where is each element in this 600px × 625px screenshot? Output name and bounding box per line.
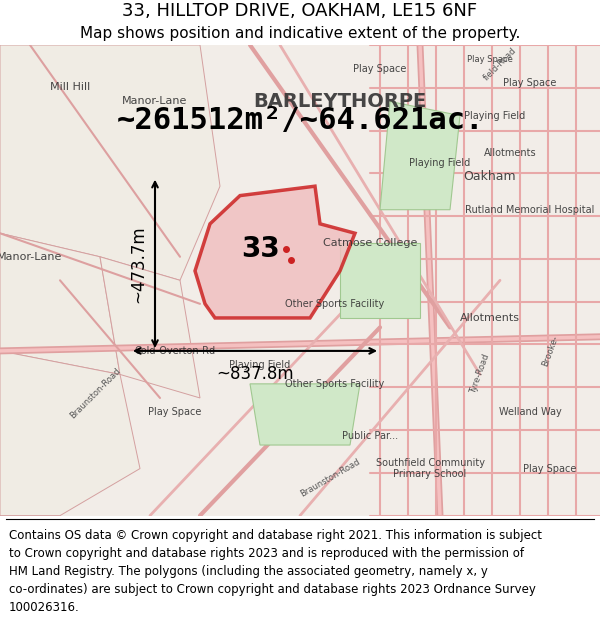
Text: Mill Hill: Mill Hill xyxy=(50,82,90,92)
Text: Playing Field: Playing Field xyxy=(229,360,290,370)
Text: Play Space: Play Space xyxy=(353,64,407,74)
Polygon shape xyxy=(100,257,200,398)
Text: ~837.8m: ~837.8m xyxy=(216,366,294,384)
Text: Allotments: Allotments xyxy=(460,313,520,323)
Text: ~473.7m: ~473.7m xyxy=(129,225,147,302)
Text: Welland Way: Welland Way xyxy=(499,407,562,417)
Text: to Crown copyright and database rights 2023 and is reproduced with the permissio: to Crown copyright and database rights 2… xyxy=(9,547,524,560)
Text: 100026316.: 100026316. xyxy=(9,601,80,614)
Polygon shape xyxy=(380,101,460,210)
Polygon shape xyxy=(340,242,420,318)
Polygon shape xyxy=(195,186,355,318)
Text: co-ordinates) are subject to Crown copyright and database rights 2023 Ordnance S: co-ordinates) are subject to Crown copyr… xyxy=(9,583,536,596)
Text: Play Space: Play Space xyxy=(467,54,513,64)
Text: Tyre-Road: Tyre-Road xyxy=(469,353,491,396)
Text: 33, HILLTOP DRIVE, OAKHAM, LE15 6NF: 33, HILLTOP DRIVE, OAKHAM, LE15 6NF xyxy=(122,2,478,20)
Text: Southfield Community
Primary School: Southfield Community Primary School xyxy=(376,458,485,479)
Text: Play Space: Play Space xyxy=(503,78,557,88)
Text: BARLEYTHORPE: BARLEYTHORPE xyxy=(253,92,427,111)
Text: Other Sports Facility: Other Sports Facility xyxy=(286,299,385,309)
Text: field-Road: field-Road xyxy=(482,46,518,82)
Text: Play Space: Play Space xyxy=(523,464,577,474)
Text: Braunston-Road: Braunston-Road xyxy=(68,366,122,420)
Text: Public Par...: Public Par... xyxy=(342,431,398,441)
Polygon shape xyxy=(0,45,220,280)
Text: ~261512m²/~64.621ac.: ~261512m²/~64.621ac. xyxy=(116,106,484,135)
Text: Map shows position and indicative extent of the property.: Map shows position and indicative extent… xyxy=(80,26,520,41)
Polygon shape xyxy=(0,233,120,374)
Text: 33: 33 xyxy=(241,235,280,263)
Text: Oakham: Oakham xyxy=(464,170,517,183)
Text: Catmose College: Catmose College xyxy=(323,238,417,248)
Text: Manor-Lane: Manor-Lane xyxy=(122,96,188,106)
Polygon shape xyxy=(250,384,360,445)
Text: Other Sports Facility: Other Sports Facility xyxy=(286,379,385,389)
Text: Manor-Lane: Manor-Lane xyxy=(0,252,62,262)
Text: HM Land Registry. The polygons (including the associated geometry, namely x, y: HM Land Registry. The polygons (includin… xyxy=(9,565,488,578)
Text: Playing Field: Playing Field xyxy=(409,158,470,168)
Text: Brooke-: Brooke- xyxy=(540,334,560,367)
Text: Playing Field: Playing Field xyxy=(464,111,526,121)
Text: Play Space: Play Space xyxy=(148,407,202,417)
Polygon shape xyxy=(0,351,140,516)
Text: Rutland Memorial Hospital: Rutland Memorial Hospital xyxy=(466,205,595,215)
Text: Contains OS data © Crown copyright and database right 2021. This information is : Contains OS data © Crown copyright and d… xyxy=(9,529,542,542)
Text: Allotments: Allotments xyxy=(484,148,536,158)
Text: Cold-Overton-Rd: Cold-Overton-Rd xyxy=(134,346,215,356)
Text: Braunston-Road: Braunston-Road xyxy=(299,458,361,499)
